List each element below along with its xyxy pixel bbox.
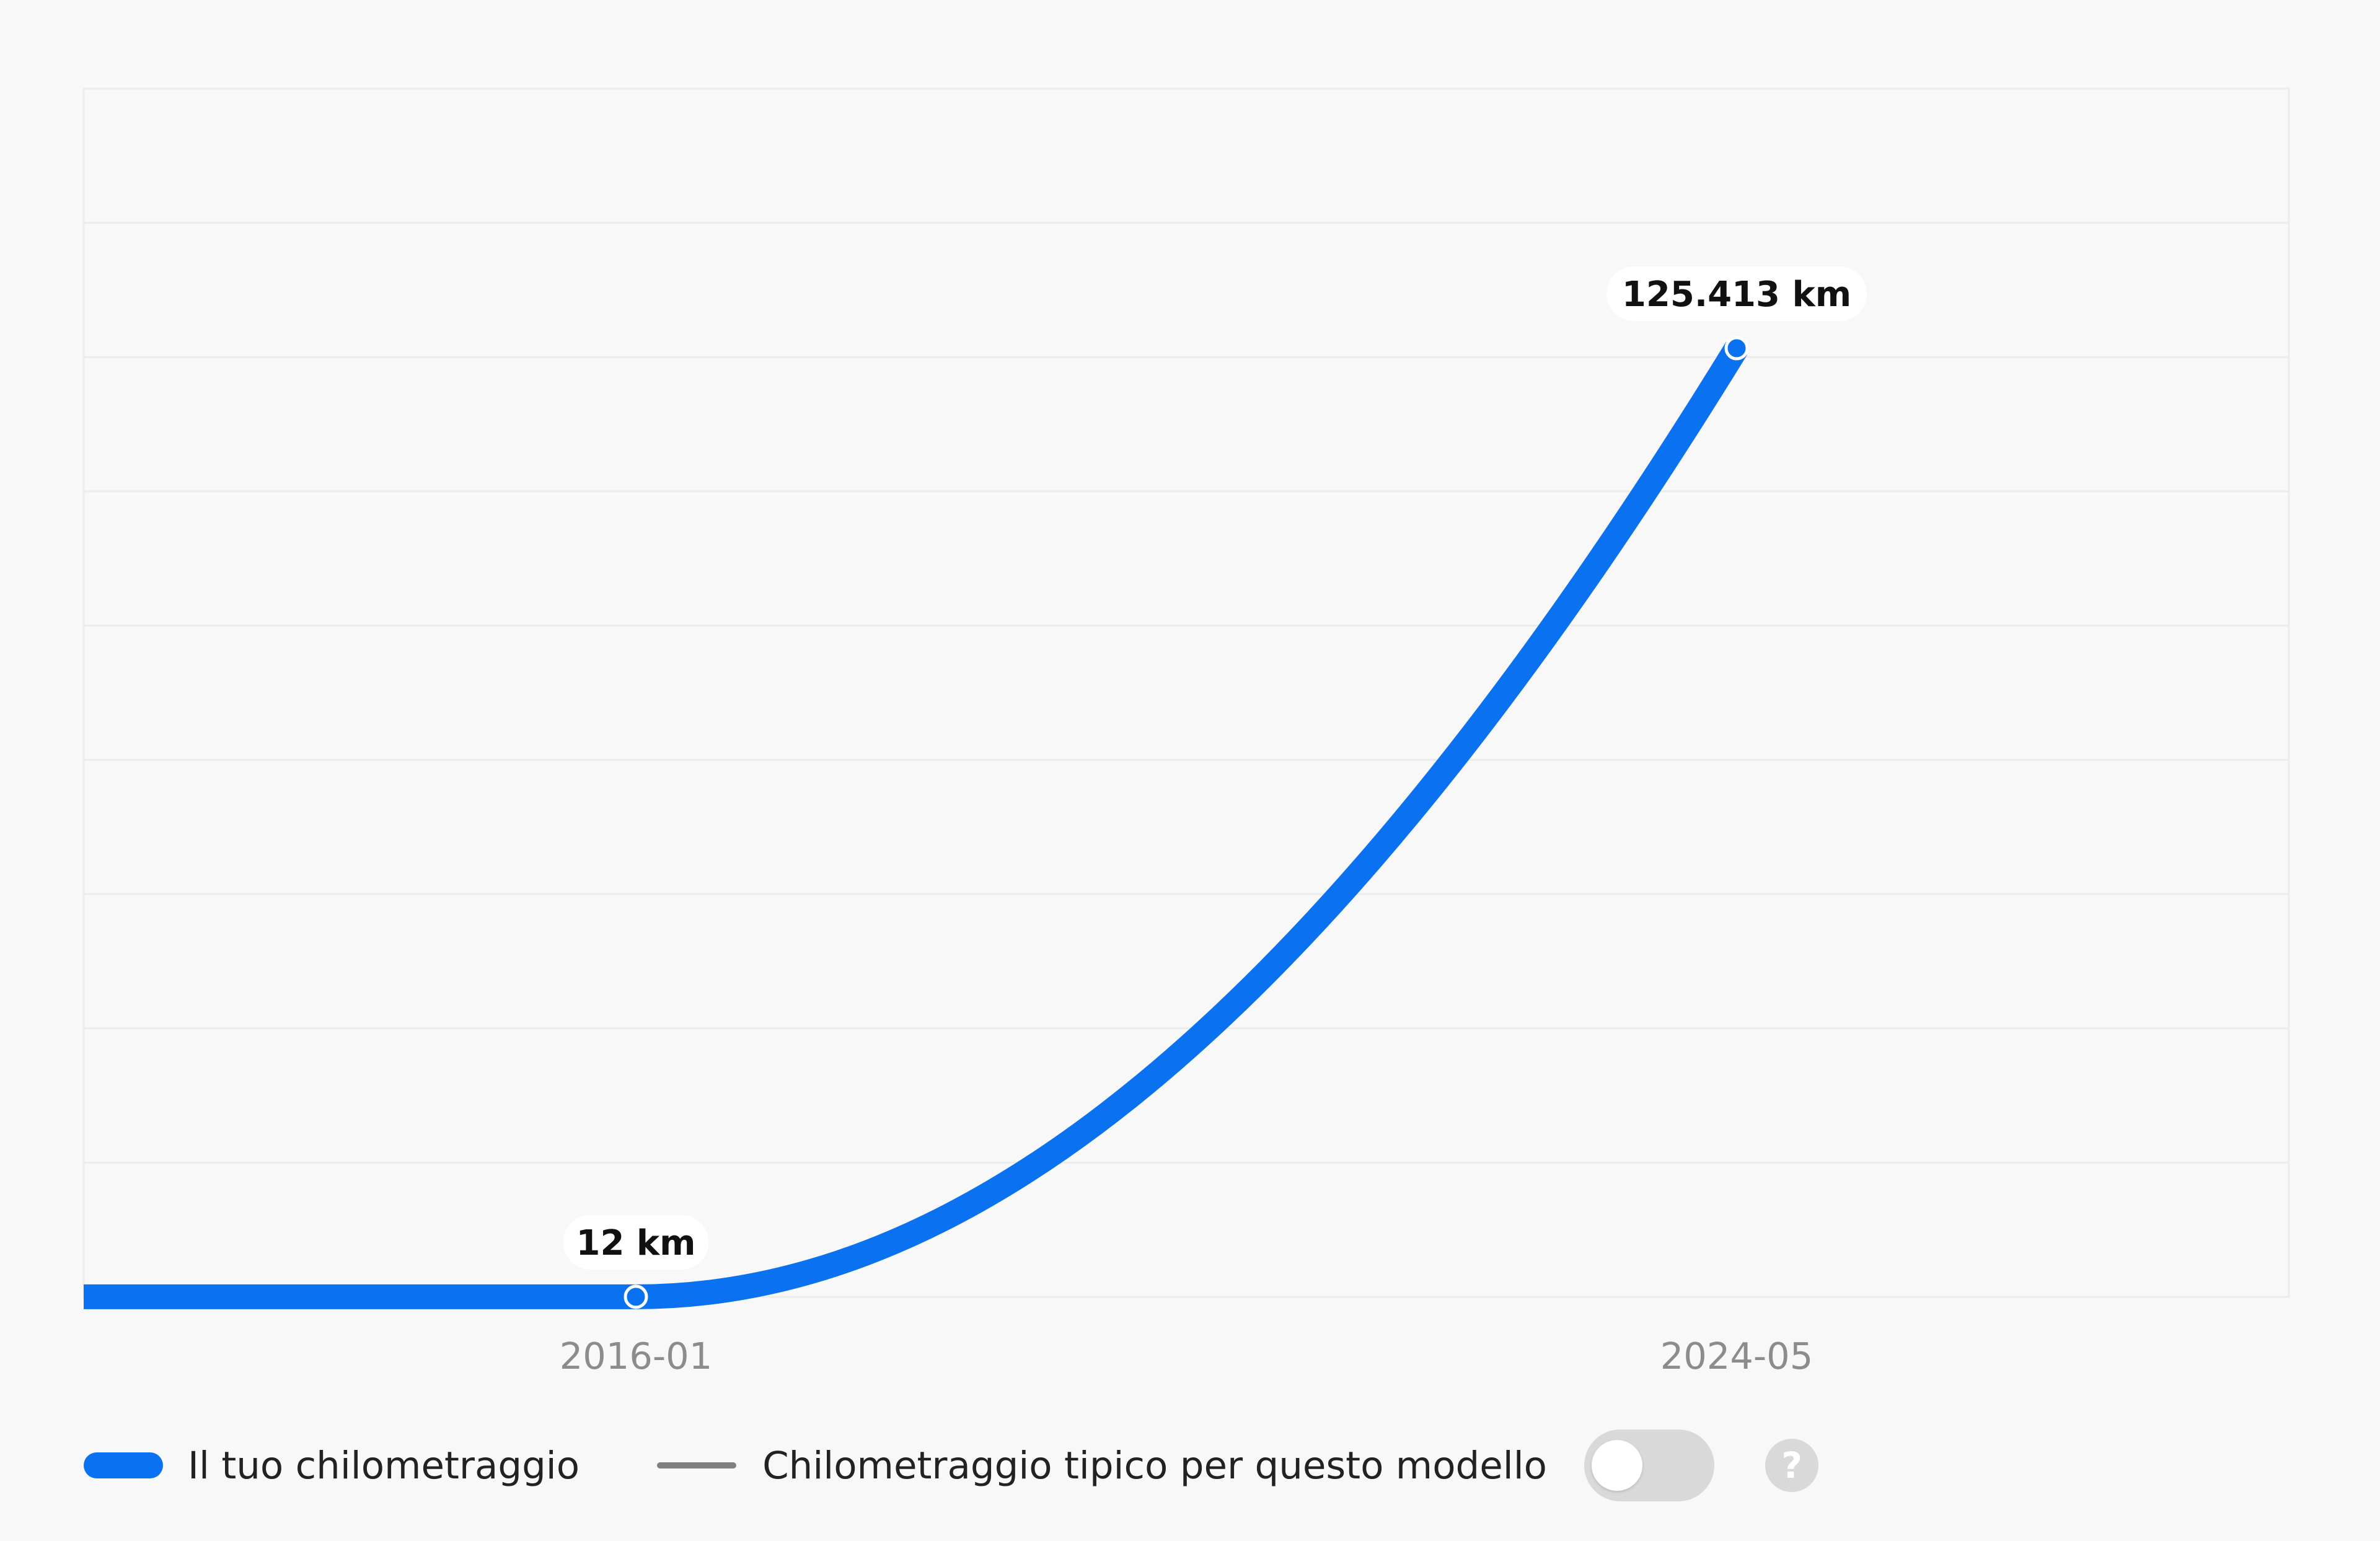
series-line-your-mileage	[84, 341, 1748, 1309]
legend-label-your-mileage: Il tuo chilometraggio	[188, 1443, 580, 1488]
x-tick-label: 2016-01	[560, 1335, 713, 1377]
legend-swatch-your-mileage	[84, 1452, 163, 1478]
legend-item-your-mileage: Il tuo chilometraggio	[84, 1444, 580, 1488]
toggle-knob	[1592, 1440, 1643, 1491]
data-label-background	[1606, 266, 1867, 321]
legend-label-typical-mileage: Chilometraggio tipico per questo modello	[762, 1443, 1548, 1488]
data-label: 125.413 km	[1622, 274, 1851, 315]
data-point	[1724, 336, 1749, 361]
data-point	[624, 1284, 648, 1309]
typical-mileage-toggle[interactable]	[1584, 1429, 1715, 1501]
chart-legend: Il tuo chilometraggio Chilometraggio tip…	[84, 1425, 1819, 1506]
plot-area	[82, 87, 2290, 1298]
data-label-background	[563, 1214, 709, 1270]
legend-swatch-typical-mileage	[657, 1462, 737, 1469]
help-icon[interactable]: ?	[1765, 1439, 1819, 1492]
x-tick-label: 2024-05	[1660, 1335, 1814, 1377]
legend-item-typical-mileage: Chilometraggio tipico per questo modello	[580, 1444, 1547, 1488]
mileage-chart: 12 km 125.413 km 2016-01 2024-05	[82, 87, 2290, 1377]
data-label: 12 km	[576, 1223, 695, 1263]
help-icon-symbol: ?	[1781, 1444, 1802, 1486]
